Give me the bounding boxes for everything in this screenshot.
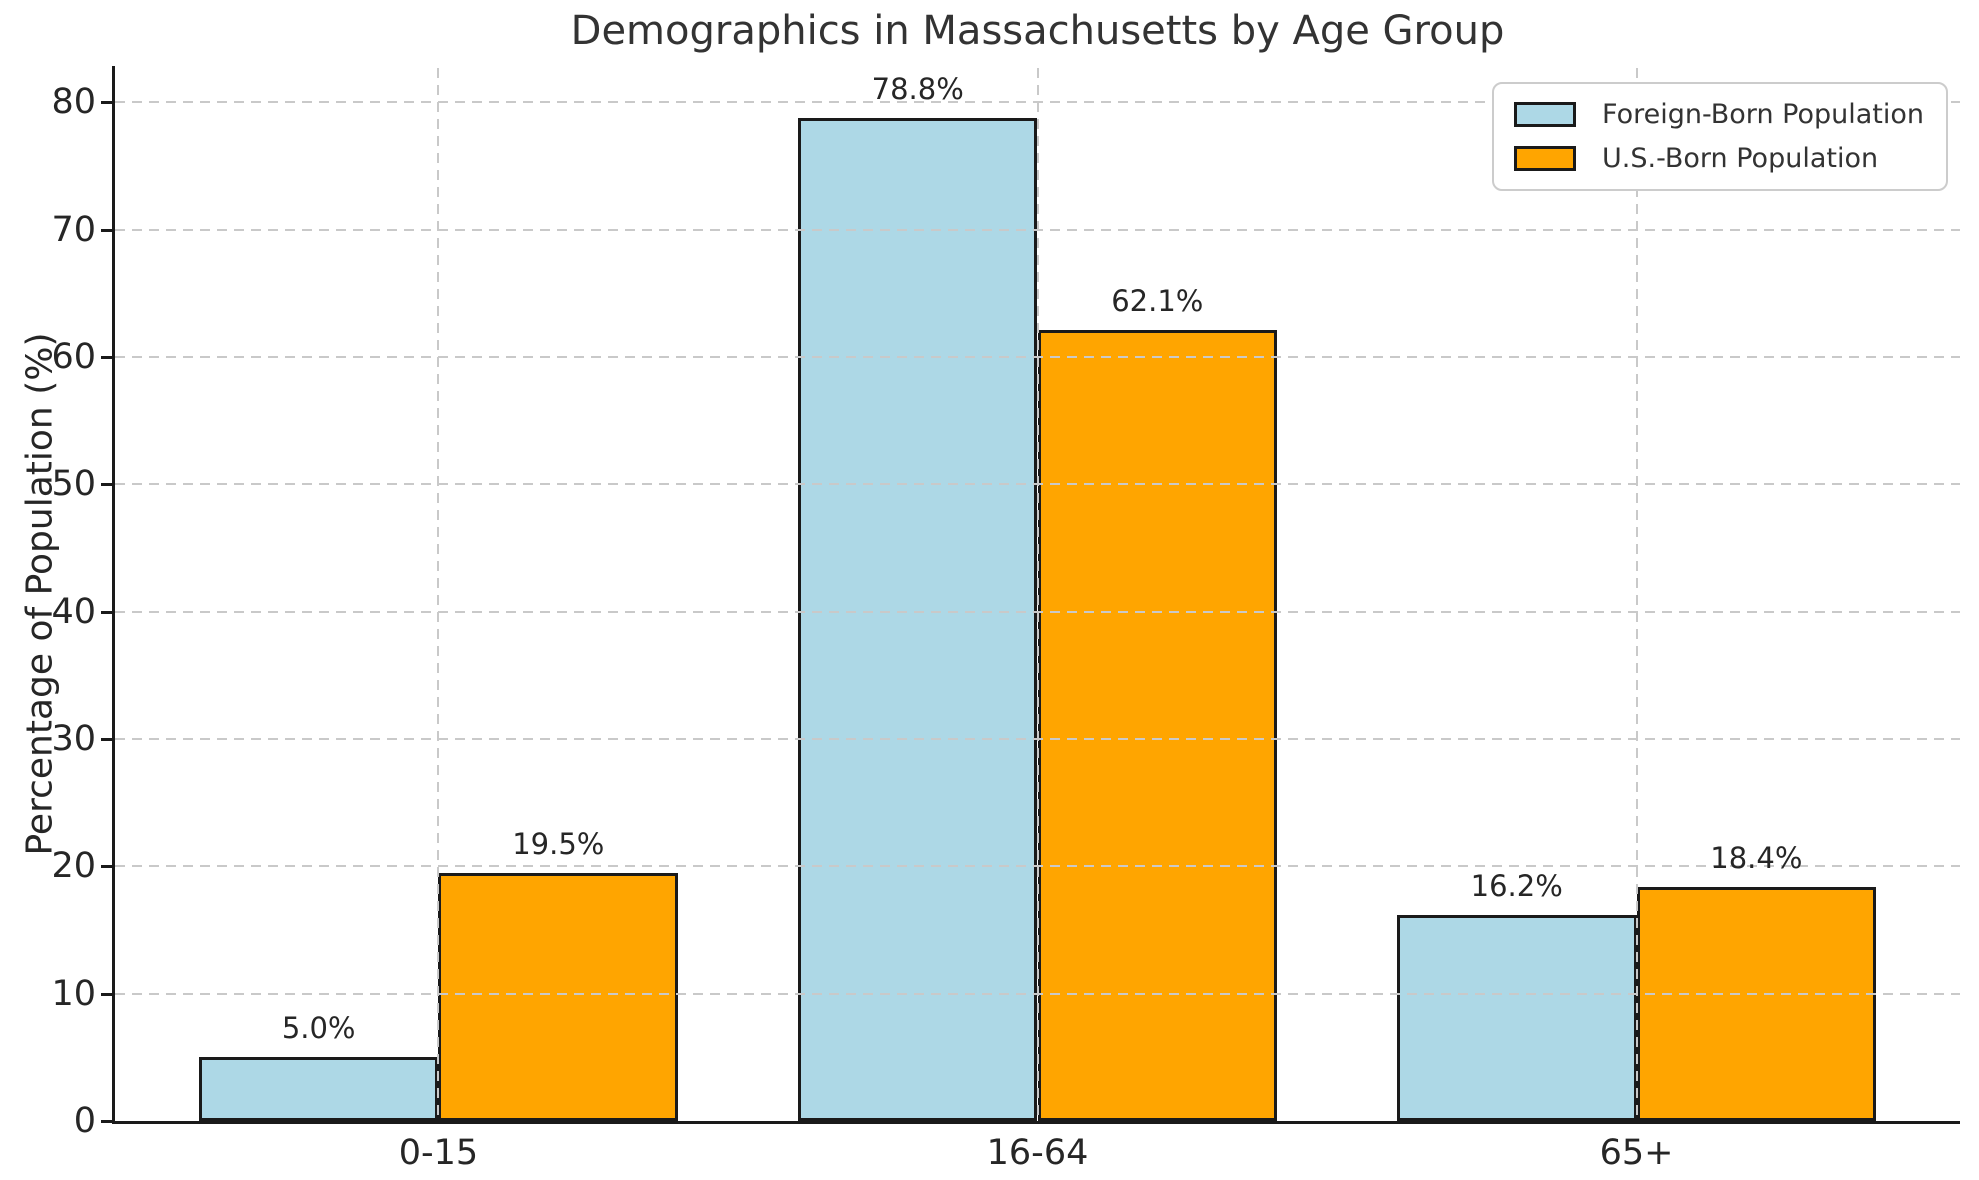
gridline-vertical xyxy=(1036,68,1039,1121)
x-tick-label: 65+ xyxy=(1599,1133,1674,1173)
bar-65+-us-born xyxy=(1636,886,1877,1121)
y-tick-mark xyxy=(101,101,115,105)
chart-title: Demographics in Massachusetts by Age Gro… xyxy=(570,8,1505,54)
y-tick-mark xyxy=(101,1120,115,1123)
y-tick-label: 20 xyxy=(51,846,96,887)
bar-16-64-foreign-born xyxy=(797,117,1038,1121)
value-label: 19.5% xyxy=(512,826,605,861)
value-label: 62.1% xyxy=(1111,284,1204,319)
gridline-vertical xyxy=(437,68,440,1121)
y-tick-label: 50 xyxy=(51,464,96,505)
legend: Foreign-Born Population U.S.-Born Populat… xyxy=(1492,82,1948,191)
plot-area: 5.0% 78.8% 16.2% 19.5% 62.1% 18.4% xyxy=(115,68,1960,1121)
grid-layer xyxy=(115,68,1960,1121)
bars-layer xyxy=(115,68,1960,1121)
y-tick-mark xyxy=(101,992,115,996)
legend-item: U.S.-Born Population xyxy=(1514,143,1924,174)
y-tick-label: 80 xyxy=(51,82,96,123)
y-tick-mark xyxy=(101,738,115,742)
y-tick-label: 10 xyxy=(51,973,96,1014)
bar-65+-foreign-born xyxy=(1396,914,1637,1121)
y-tick-label: 40 xyxy=(51,591,96,632)
x-tick-label: 16-64 xyxy=(986,1133,1089,1173)
y-tick-label: 70 xyxy=(51,209,96,250)
value-label: 5.0% xyxy=(281,1011,356,1046)
y-tick-label: 30 xyxy=(51,719,96,760)
y-tick-label: 60 xyxy=(51,337,96,378)
value-label: 18.4% xyxy=(1710,840,1803,875)
y-tick-mark xyxy=(101,356,115,360)
gridline-vertical xyxy=(1635,68,1638,1121)
y-tick-mark xyxy=(101,483,115,487)
bar-0-15-foreign-born xyxy=(198,1057,439,1121)
y-tick-mark xyxy=(101,610,115,614)
y-axis-spine xyxy=(112,66,115,1124)
bar-16-64-us-born xyxy=(1037,330,1278,1121)
x-tick-label: 0-15 xyxy=(398,1133,479,1173)
legend-item: Foreign-Born Population xyxy=(1514,99,1924,130)
legend-swatch xyxy=(1514,146,1577,171)
legend-label: Foreign-Born Population xyxy=(1602,99,1924,130)
y-tick-mark xyxy=(101,228,115,232)
y-tick-mark xyxy=(101,865,115,869)
value-labels-layer: 5.0% 78.8% 16.2% 19.5% 62.1% 18.4% xyxy=(115,68,1960,1121)
legend-swatch xyxy=(1514,102,1577,127)
value-label: 78.8% xyxy=(871,71,964,106)
x-axis-spine xyxy=(112,1121,1960,1124)
bar-0-15-us-born xyxy=(438,872,679,1121)
value-label: 16.2% xyxy=(1470,868,1563,903)
y-tick-label: 0 xyxy=(73,1101,96,1141)
legend-label: U.S.-Born Population xyxy=(1602,143,1879,174)
